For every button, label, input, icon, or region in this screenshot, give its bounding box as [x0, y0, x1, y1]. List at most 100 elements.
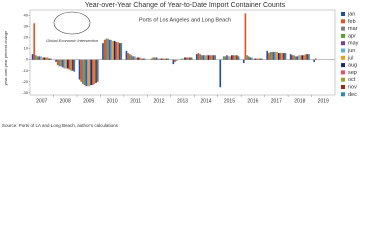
bar: [138, 57, 141, 60]
bar: [115, 42, 118, 60]
legend-label: oct: [348, 77, 356, 83]
bar: [61, 59, 64, 68]
bar: [102, 43, 104, 60]
subtitle: Ports of Los Angeles and Long Beach: [139, 17, 231, 23]
bar: [95, 59, 97, 83]
y-tick-label: -20: [22, 79, 29, 84]
bar: [187, 57, 190, 60]
bar: [86, 59, 89, 87]
bar: [279, 53, 282, 60]
bar: [284, 53, 287, 60]
legend-label: nov: [348, 84, 357, 90]
bar: [256, 58, 258, 60]
x-tick-label: 2018: [294, 98, 305, 104]
bar: [298, 55, 300, 60]
x-tick-label: 2008: [60, 98, 71, 104]
bar: [274, 51, 277, 60]
bar: [85, 59, 87, 87]
bar: [281, 53, 283, 60]
bar: [278, 53, 280, 60]
bar: [82, 59, 84, 84]
bar: [96, 59, 99, 82]
bar: [180, 58, 183, 60]
y-tick-label: -10: [22, 68, 29, 73]
bar: [214, 55, 216, 60]
bar: [242, 59, 245, 63]
bar: [68, 59, 71, 70]
bar: [202, 55, 205, 60]
bar: [135, 57, 138, 60]
legend-label: dec: [348, 92, 357, 98]
bar: [301, 55, 304, 60]
bar: [212, 55, 215, 60]
bar: [254, 58, 257, 60]
legend-swatch: [341, 12, 345, 16]
bar: [226, 55, 228, 60]
legend-swatch: [341, 48, 345, 53]
bar: [313, 59, 315, 62]
bar: [189, 57, 191, 60]
x-tick-label: 2014: [200, 98, 211, 104]
legend-label: apr: [348, 33, 356, 39]
bar: [159, 58, 161, 60]
bar: [125, 50, 128, 60]
legend-label: aug: [348, 63, 357, 69]
y-tick-label: 30: [24, 24, 29, 29]
y-tick-label: 10: [24, 46, 29, 51]
bar: [118, 43, 121, 60]
bar: [182, 58, 185, 60]
bar: [259, 58, 262, 60]
bar: [190, 57, 193, 60]
bar: [41, 57, 44, 60]
x-tick-label: 2009: [83, 98, 94, 104]
bar: [78, 59, 81, 80]
plot-frame: [29, 9, 336, 96]
legend-swatch: [341, 26, 345, 31]
bar: [195, 54, 198, 60]
x-tick-label: 2007: [36, 98, 47, 104]
bar: [227, 56, 230, 60]
bar: [306, 54, 309, 60]
bar: [45, 57, 47, 60]
bar: [244, 13, 247, 60]
bar: [33, 23, 36, 60]
bar: [137, 57, 139, 60]
bar: [143, 58, 146, 60]
y-tick-label: -30: [22, 90, 29, 95]
bar: [174, 59, 176, 62]
bar: [271, 51, 274, 60]
legend-swatch: [341, 77, 345, 82]
x-tick-label: 2013: [177, 98, 188, 104]
bar: [35, 55, 37, 60]
bar: [184, 57, 186, 60]
x-tick-label: 2019: [318, 98, 329, 104]
bar: [257, 58, 260, 60]
y-tick-label: 0: [26, 57, 29, 62]
bar: [299, 55, 302, 60]
y-axis-label: year-over-year percent change: [3, 30, 8, 85]
bar: [308, 54, 310, 60]
bar: [207, 55, 210, 60]
legend-swatch: [341, 19, 345, 24]
bar: [128, 54, 131, 60]
bar: [175, 59, 178, 61]
bar: [172, 59, 175, 65]
logo-text: Global Economic Intersection: [46, 38, 99, 43]
bar: [199, 54, 201, 60]
legend-swatch: [341, 33, 345, 38]
bar: [200, 55, 203, 60]
bar: [291, 55, 294, 60]
legend-label: sep: [348, 70, 357, 76]
bar: [276, 51, 279, 60]
bar: [246, 55, 248, 60]
legend-swatch: [341, 92, 345, 97]
bar: [154, 57, 156, 60]
bar: [294, 56, 297, 60]
bar: [229, 56, 232, 60]
bar: [210, 55, 213, 60]
bar: [282, 53, 285, 60]
bar: [234, 55, 237, 60]
y-tick-label: 20: [24, 35, 29, 40]
bar: [222, 56, 225, 60]
bar: [162, 58, 165, 60]
